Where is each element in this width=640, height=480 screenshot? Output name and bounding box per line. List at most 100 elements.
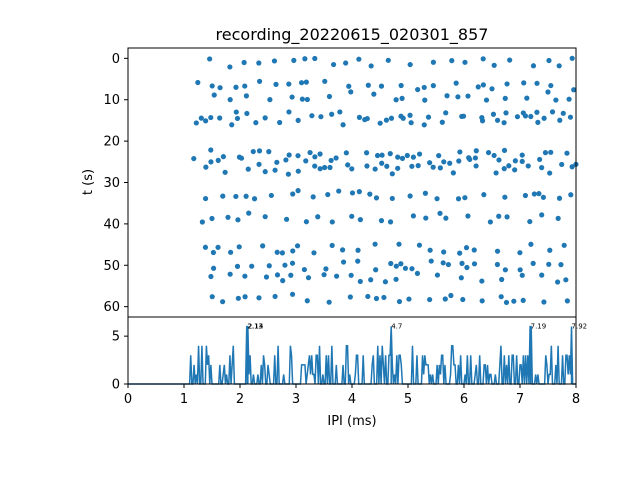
spike-point: [329, 219, 335, 225]
spike-point: [289, 94, 295, 100]
spike-point: [322, 164, 328, 171]
spike-point: [522, 113, 529, 119]
spike-point: [473, 148, 479, 154]
histogram-y-ticks: 05: [112, 330, 128, 393]
spike-point: [280, 278, 286, 284]
spike-point: [295, 188, 301, 194]
spike-point: [415, 163, 421, 169]
spike-point: [396, 298, 403, 305]
spike-point: [340, 122, 346, 128]
spike-point: [373, 267, 379, 273]
spike-point: [540, 194, 547, 200]
spike-point: [303, 79, 309, 85]
histogram-x-tick-label: 6: [460, 392, 468, 407]
spike-point: [548, 82, 554, 89]
spike-point: [299, 96, 305, 102]
spike-point: [556, 63, 562, 69]
spike-point: [220, 154, 226, 160]
spike-point: [262, 214, 268, 220]
spike-point: [343, 60, 349, 66]
spike-point: [268, 192, 274, 199]
spike-point: [347, 294, 353, 300]
spike-point: [541, 299, 547, 305]
spike-point: [512, 167, 518, 173]
spike-point: [541, 115, 547, 121]
spike-point: [266, 149, 272, 155]
spike-point: [209, 215, 215, 222]
spike-point: [315, 214, 321, 220]
spike-point: [542, 150, 549, 156]
spike-point: [311, 250, 317, 256]
spike-point: [217, 85, 223, 91]
spike-point: [372, 241, 378, 247]
spike-point: [568, 192, 574, 198]
spike-point: [536, 191, 542, 197]
spike-point: [310, 194, 316, 200]
spike-point: [414, 270, 421, 277]
spike-point: [217, 115, 223, 121]
spike-point: [530, 63, 537, 69]
spike-point: [491, 152, 497, 159]
spike-point: [343, 150, 349, 156]
spike-point: [547, 247, 553, 253]
spike-point: [554, 279, 561, 285]
spike-point: [460, 296, 466, 303]
spike-point: [443, 215, 449, 221]
spike-point: [307, 149, 313, 156]
spike-point: [279, 250, 285, 256]
spike-point: [356, 189, 362, 195]
raster-plot: 0 10 20 30 40 50 60 t (s): [81, 47, 579, 318]
spike-point: [355, 258, 361, 264]
spike-point: [473, 163, 479, 169]
spike-point: [459, 260, 465, 267]
spike-point: [236, 244, 242, 250]
spike-point: [209, 83, 215, 89]
spike-point: [560, 110, 566, 116]
spike-point: [559, 161, 565, 168]
spike-point: [282, 262, 288, 268]
spike-point: [502, 95, 508, 101]
spike-point: [290, 191, 296, 197]
spike-point: [363, 150, 370, 156]
spike-point: [501, 147, 508, 154]
spike-point: [393, 263, 399, 269]
peak-label: 7.19: [531, 323, 547, 331]
spike-point: [381, 294, 387, 301]
spike-point: [504, 81, 510, 87]
spike-point: [273, 81, 279, 87]
spike-point: [485, 149, 492, 156]
spike-point: [425, 114, 432, 120]
histogram-y-tick-label: 0: [112, 378, 120, 393]
spike-point: [349, 213, 355, 219]
spike-point: [362, 117, 368, 123]
spike-point: [317, 151, 323, 157]
peak-label: 2.14: [248, 323, 264, 331]
spike-point: [198, 115, 204, 121]
spike-point: [318, 114, 324, 120]
spike-point: [365, 82, 371, 88]
spike-point: [563, 277, 569, 283]
histogram-x-tick-label: 8: [572, 392, 580, 407]
spike-point: [455, 196, 462, 202]
spike-point: [439, 119, 445, 125]
spike-point: [244, 110, 250, 117]
spike-point: [502, 267, 508, 273]
spike-point: [462, 59, 468, 65]
spike-point: [471, 247, 477, 253]
spike-point: [356, 56, 362, 62]
spike-point: [480, 82, 486, 88]
spike-point: [367, 191, 373, 197]
spike-point: [203, 118, 209, 124]
spike-point: [373, 195, 380, 201]
spike-point: [569, 55, 575, 61]
spike-point: [479, 118, 486, 124]
spike-point: [457, 149, 463, 155]
spike-point: [328, 157, 334, 164]
spike-point: [399, 95, 405, 101]
spike-point: [243, 193, 249, 199]
spike-point: [283, 157, 289, 163]
spike-point: [393, 276, 399, 282]
histogram-x-ticks: 0 1 2 3 4 5 6 7 8: [124, 384, 580, 407]
spike-point: [569, 164, 575, 170]
